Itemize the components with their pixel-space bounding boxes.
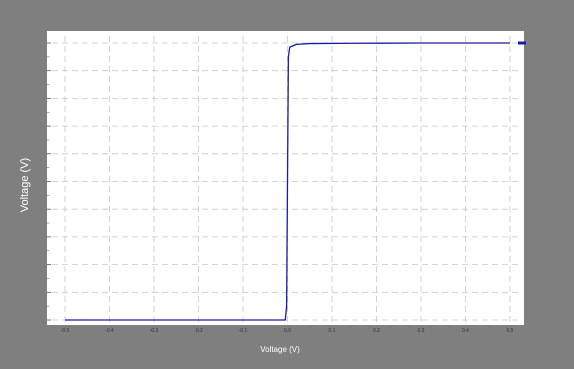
x-axis-ticks: -0.5 -0.4 -0.3 -0.2 -0.1 0.0 0.1 0.2 0.3 0.4 0.5 [61,328,514,334]
x-tick-label: 0.3 [418,328,425,334]
plot-area [47,31,524,325]
y-axis-ticks [47,42,51,321]
x-tick-label: -0.3 [150,328,159,334]
x-tick-label: -0.2 [194,328,203,334]
grid-lines [52,36,520,322]
x-tick-label: -0.4 [105,328,114,334]
x-tick-label: 0.1 [329,328,336,334]
x-tick-label: 0.4 [462,328,469,334]
x-tick-label: 0.5 [507,328,514,334]
x-tick-label: 0.2 [373,328,380,334]
x-tick-label: -0.1 [239,328,248,334]
series-layer [65,41,526,321]
x-axis-label: Voltage (V) [260,345,300,354]
x-tick-label: -0.5 [61,328,70,334]
series-line [65,42,510,321]
series-end-marker [518,41,526,45]
x-tick-label: 0.0 [284,328,291,334]
y-axis-label: Voltage (V) [19,158,31,212]
